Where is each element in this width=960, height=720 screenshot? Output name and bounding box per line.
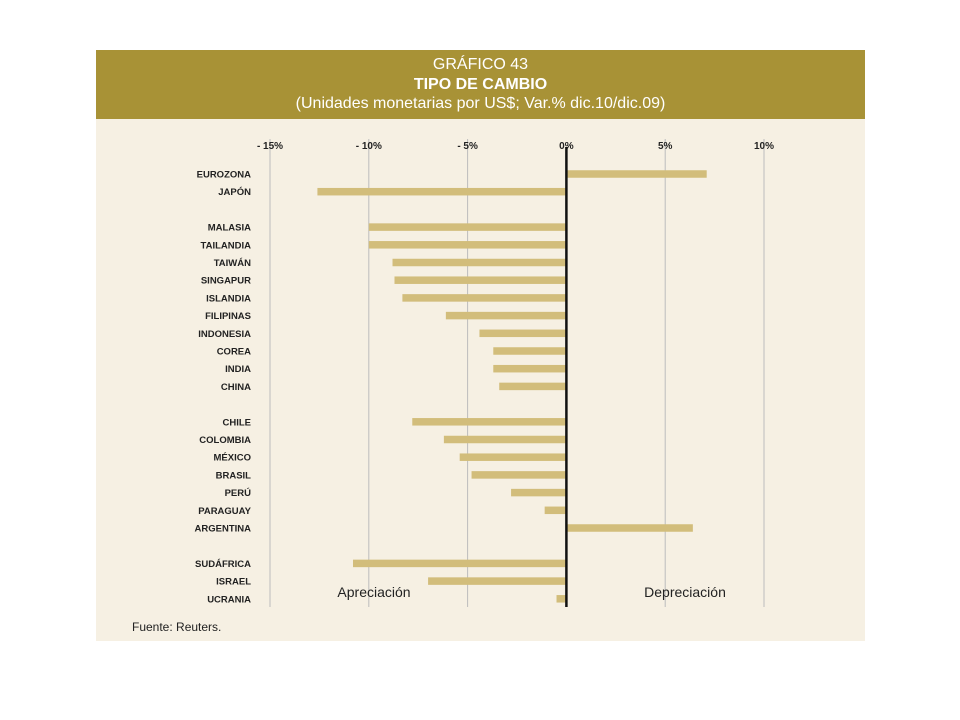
category-label: COREA <box>217 347 251 358</box>
category-label: COLOMBIA <box>199 435 251 446</box>
chart-number: GRÁFICO 43 <box>432 56 529 73</box>
bar <box>394 276 567 284</box>
x-tick-label: - 10% <box>356 141 382 152</box>
x-tick-label: 10% <box>754 141 774 152</box>
x-tick-label: 5% <box>658 141 673 152</box>
bar <box>566 170 707 178</box>
bar <box>352 559 567 568</box>
annotation-apreciacion: Apreciación <box>337 584 410 600</box>
category-label: ARGENTINA <box>195 524 252 535</box>
bar <box>443 435 567 444</box>
category-label: CHINA <box>221 382 251 393</box>
category-label: TAIWÁN <box>214 258 251 269</box>
chart-header: GRÁFICO 43 TIPO DE CAMBIO (Unidades mone… <box>96 50 865 119</box>
category-label: PERÚ <box>225 487 252 499</box>
bar <box>556 595 567 603</box>
bar <box>471 471 567 479</box>
bar <box>402 294 567 302</box>
category-label: JAPÓN <box>218 186 251 198</box>
category-label: SINGAPUR <box>201 276 251 287</box>
bar <box>493 347 567 355</box>
bar <box>479 329 567 338</box>
source-note: Fuente: Reuters. <box>132 620 222 634</box>
category-label: FILIPINAS <box>205 311 251 322</box>
bar <box>493 364 567 373</box>
category-label: INDONESIA <box>198 329 251 340</box>
bar-chart: - 15% - 10% - 5% 0% 5% 10% EUROZONA JAPÓN MALASI… <box>195 139 774 607</box>
bar <box>368 223 567 231</box>
category-label: MÉXICO <box>214 453 251 464</box>
category-label: EUROZONA <box>197 170 252 181</box>
bar <box>499 382 567 391</box>
category-label: INDIA <box>225 364 251 375</box>
bar <box>368 241 567 249</box>
category-label: CHILE <box>223 417 252 428</box>
bar <box>566 524 693 532</box>
category-label: SUDÁFRICA <box>195 559 251 570</box>
annotation-depreciacion: Depreciación <box>644 584 726 600</box>
bar <box>428 577 567 585</box>
chart-panel: GRÁFICO 43 TIPO DE CAMBIO (Unidades mone… <box>96 50 865 641</box>
bar <box>511 488 567 497</box>
bar <box>412 418 567 426</box>
category-label: PARAGUAY <box>198 506 251 517</box>
category-label: ISRAEL <box>216 577 251 588</box>
category-label: TAILANDIA <box>201 240 252 251</box>
x-tick-label: - 15% <box>257 141 283 152</box>
bar <box>544 506 567 515</box>
chart-title: TIPO DE CAMBIO <box>413 76 548 93</box>
category-label: UCRANIA <box>207 594 251 605</box>
x-tick-label: 0% <box>559 141 574 152</box>
category-label: MALASIA <box>208 223 251 234</box>
chart-subtitle: (Unidades monetarias por US$; Var.% dic.… <box>295 95 666 112</box>
bar <box>459 453 567 461</box>
bar <box>317 187 567 196</box>
category-label: BRASIL <box>216 470 252 481</box>
bar <box>392 258 567 267</box>
bar <box>445 311 567 320</box>
x-tick-label: - 5% <box>457 141 478 152</box>
category-label: ISLANDIA <box>206 293 251 304</box>
